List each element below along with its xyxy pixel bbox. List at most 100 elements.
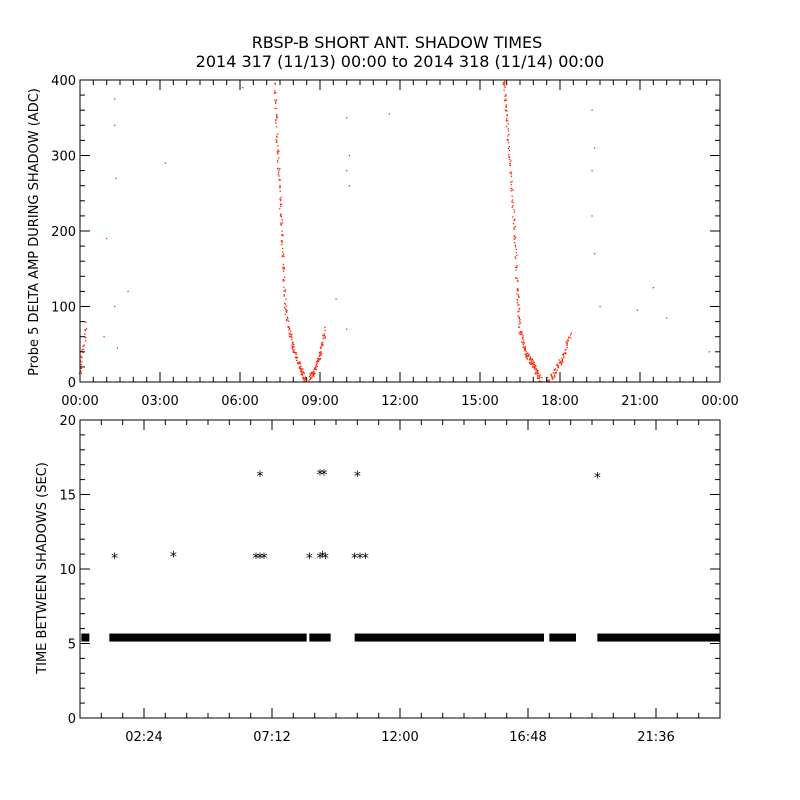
top-point <box>518 308 521 310</box>
top-point <box>518 310 520 312</box>
top-point <box>515 266 517 269</box>
top-point <box>281 244 283 246</box>
top-point <box>275 107 277 110</box>
top-point <box>557 365 559 368</box>
top-point <box>299 361 301 363</box>
top-point <box>534 368 536 371</box>
top-point <box>283 307 286 309</box>
top-point <box>310 373 312 375</box>
top-point <box>282 263 285 266</box>
top-point <box>508 155 510 158</box>
top-x-tick-label: 06:00 <box>221 394 258 409</box>
top-point <box>511 200 513 203</box>
top-point <box>283 286 285 288</box>
top-point <box>516 293 518 295</box>
top-point <box>556 369 558 371</box>
top-point <box>282 268 284 270</box>
top-point <box>280 205 282 207</box>
top-point <box>320 346 322 348</box>
top-point <box>285 298 287 300</box>
top-point <box>508 153 510 156</box>
top-point <box>292 346 295 348</box>
top-point <box>515 251 517 254</box>
top-point <box>507 127 509 130</box>
top-point <box>295 353 297 356</box>
top-point <box>276 140 278 142</box>
top-point <box>300 368 302 371</box>
top-point <box>536 373 538 375</box>
top-point <box>291 334 293 336</box>
top-point <box>564 352 566 355</box>
top-point <box>513 227 515 229</box>
top-point <box>312 373 314 376</box>
top-point <box>550 373 552 376</box>
top-point <box>282 251 284 253</box>
top-point <box>280 224 282 226</box>
top-point <box>515 257 517 260</box>
top-point <box>551 378 554 380</box>
top-point <box>298 361 300 363</box>
bottom-panel-time-between: TIME BETWEEN SHADOWS (SEC) * * ***** ******… <box>35 414 721 745</box>
top-point <box>560 362 563 365</box>
top-point <box>298 367 301 369</box>
top-point <box>511 199 514 201</box>
top-point <box>504 109 506 111</box>
top-point <box>567 339 569 341</box>
top-point <box>280 196 282 198</box>
bottom-y-tick-label: 10 <box>59 563 76 578</box>
bottom-x-tick-label: 07:12 <box>253 730 290 745</box>
top-point <box>280 199 282 201</box>
top-point <box>506 120 509 122</box>
top-point <box>557 363 559 365</box>
top-point <box>522 334 524 337</box>
top-point <box>295 351 297 354</box>
top-point <box>514 226 516 228</box>
top-point <box>527 354 529 357</box>
top-point <box>324 326 326 329</box>
top-point <box>283 276 286 279</box>
top-point <box>309 378 311 380</box>
top-point <box>512 201 514 204</box>
top-point <box>508 146 510 148</box>
top-point <box>594 147 596 149</box>
top-point <box>517 304 519 306</box>
top-point <box>708 351 711 353</box>
top-point <box>300 369 303 371</box>
top-point <box>84 340 87 342</box>
top-point <box>317 357 319 360</box>
top-point <box>553 375 556 378</box>
top-point <box>295 357 297 359</box>
top-point <box>553 377 555 379</box>
top-point <box>287 320 290 322</box>
top-point <box>534 367 536 369</box>
top-point <box>279 185 282 188</box>
top-point <box>317 359 319 362</box>
top-point <box>562 353 565 355</box>
top-point <box>525 350 527 353</box>
top-point <box>80 367 82 370</box>
top-point <box>300 365 302 367</box>
top-point <box>591 109 593 111</box>
top-point <box>281 234 284 236</box>
top-point <box>518 326 520 329</box>
top-point <box>322 341 324 344</box>
top-point <box>273 90 276 92</box>
bottom-point: * <box>170 550 177 566</box>
top-point <box>300 371 303 373</box>
top-plot-frame <box>79 79 721 383</box>
top-point <box>276 141 278 144</box>
top-point <box>348 154 351 157</box>
top-point <box>283 294 285 296</box>
top-point <box>281 241 283 244</box>
top-point <box>80 364 83 366</box>
top-point <box>520 331 522 334</box>
top-point <box>315 364 318 366</box>
top-point <box>515 236 517 239</box>
top-point <box>346 328 348 330</box>
top-point <box>503 100 506 102</box>
top-point <box>84 333 86 335</box>
top-point <box>518 317 520 320</box>
top-point <box>277 173 279 176</box>
top-point <box>85 328 88 330</box>
top-point <box>115 177 117 179</box>
